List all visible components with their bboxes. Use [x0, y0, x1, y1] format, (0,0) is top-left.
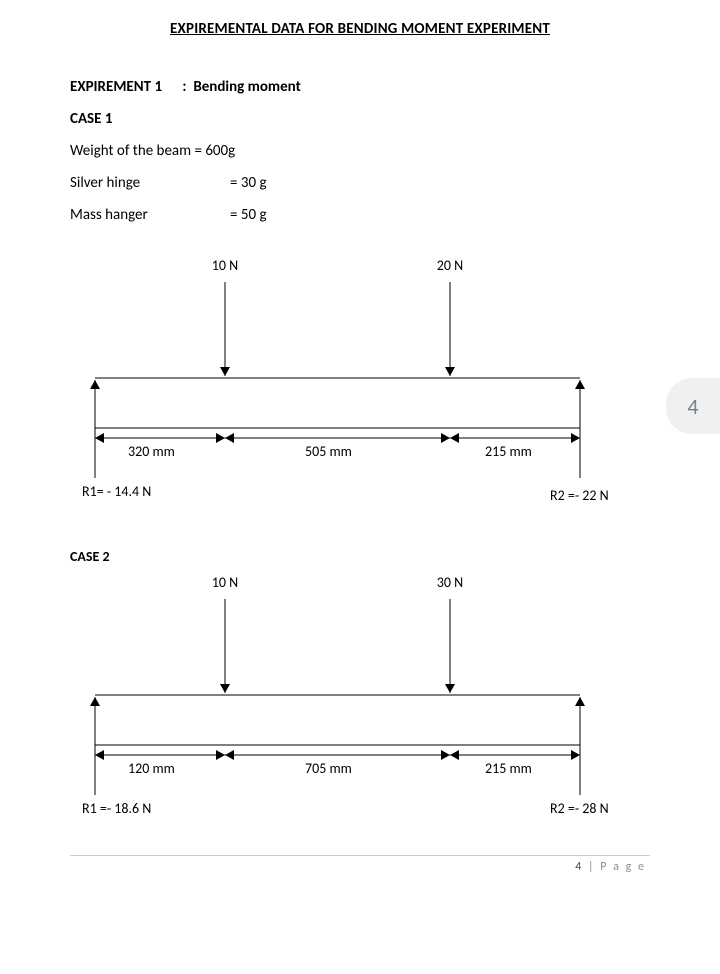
svg-text:R1= - 14.4 N: R1= - 14.4 N	[82, 483, 151, 500]
weight-line: Weight of the beam = 600g	[70, 142, 650, 160]
case2-diagram: 10 N 30 N R1 =- 18.6 N R2 =- 28 N 120 mm 705 …	[70, 575, 630, 825]
mass-value: = 50 g	[230, 206, 267, 224]
experiment-label: EXPIREMENT 1	[70, 78, 162, 96]
mass-line: Mass hanger = 50 g	[70, 206, 650, 224]
mass-label: Mass hanger	[70, 206, 230, 224]
page: EXPIREMENTAL DATA FOR BENDING MOMENT EXP…	[0, 0, 720, 892]
svg-text:30 N: 30 N	[437, 575, 463, 591]
footer-rule	[70, 855, 650, 856]
svg-text:120 mm: 120 mm	[128, 760, 175, 777]
svg-text:215 mm: 215 mm	[485, 443, 532, 460]
svg-text:705 mm: 705 mm	[305, 760, 352, 777]
silver-label: Silver hinge	[70, 174, 230, 192]
page-title: EXPIREMENTAL DATA FOR BENDING MOMENT EXP…	[70, 20, 650, 38]
svg-text:R1 =- 18.6 N: R1 =- 18.6 N	[82, 800, 151, 817]
silver-line: Silver hinge = 30 g	[70, 174, 650, 192]
case1-diagram: 10 N 20 N R1= - 14.4 N R2 =- 22 N 320 mm 505 …	[70, 258, 630, 508]
svg-text:505 mm: 505 mm	[305, 443, 352, 460]
side-page-badge: 4	[666, 378, 720, 434]
svg-text:320 mm: 320 mm	[128, 443, 175, 460]
footer-text: | P a g e	[583, 860, 646, 874]
svg-text:R2 =- 28 N: R2 =- 28 N	[550, 800, 609, 817]
experiment-line: EXPIREMENT 1 : Bending moment	[70, 78, 650, 96]
silver-value: = 30 g	[230, 174, 267, 192]
svg-text:10 N: 10 N	[212, 258, 238, 274]
svg-text:R2 =- 22 N: R2 =- 22 N	[550, 487, 609, 504]
case1-heading: CASE 1	[70, 110, 650, 128]
experiment-name: : Bending moment	[182, 78, 300, 96]
case2-heading: CASE 2	[70, 548, 650, 565]
side-page-number: 4	[687, 393, 698, 420]
footer: 4 | P a g e	[70, 860, 650, 882]
svg-text:215 mm: 215 mm	[485, 760, 532, 777]
svg-text:10 N: 10 N	[212, 575, 238, 591]
svg-text:20 N: 20 N	[437, 258, 463, 274]
